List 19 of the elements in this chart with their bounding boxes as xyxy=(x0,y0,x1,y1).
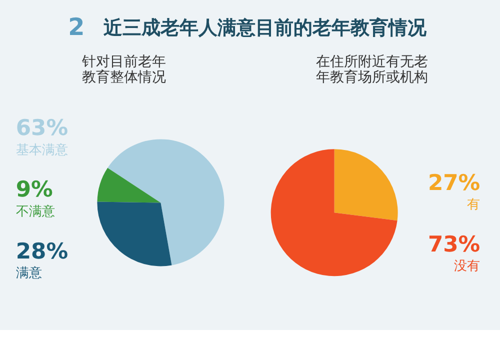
data-label: 63% xyxy=(16,116,68,142)
pie-slice xyxy=(97,168,161,203)
slice-label: 满意 xyxy=(16,266,42,282)
pie-slice xyxy=(270,149,398,276)
pie-slice xyxy=(97,202,172,266)
data-label: 73% xyxy=(428,232,480,258)
data-label: 9% xyxy=(16,178,54,203)
pie-slice xyxy=(334,149,398,221)
slice-label: 基本满意 xyxy=(16,143,68,158)
pie-slice xyxy=(108,139,224,266)
slice-label: 没有 xyxy=(454,259,480,274)
text: 近三成老年人满意目前的老年教育情况 xyxy=(102,17,428,40)
chart-title: 针对目前老年教育整体情况 xyxy=(81,54,166,86)
data-label: 28% xyxy=(16,239,68,264)
text: 2 xyxy=(68,13,85,42)
slice-label: 有 xyxy=(467,198,480,213)
data-label: 27% xyxy=(428,170,480,196)
slice-label: 不满意 xyxy=(16,204,55,220)
chart-title: 在住所附近有无老年教育场所或机构 xyxy=(316,54,428,86)
